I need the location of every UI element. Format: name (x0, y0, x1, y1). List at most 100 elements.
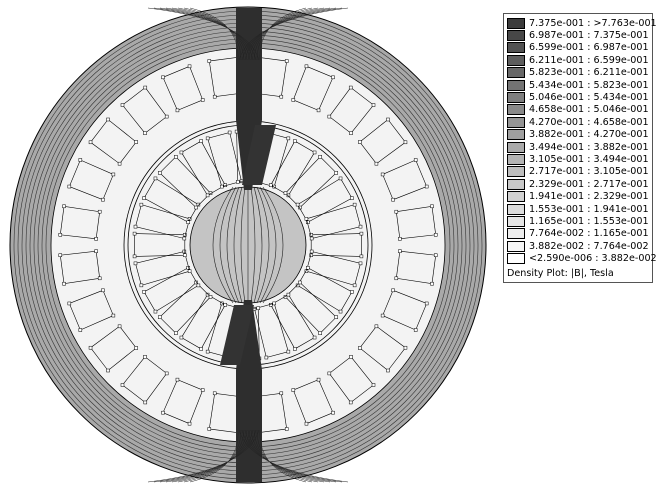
flux-line (238, 7, 349, 61)
legend-label: <2.590e-006 : 3.882e-002 (529, 253, 657, 265)
node (403, 140, 408, 145)
legend-caption: Density Plot: |B|, Tesla (507, 267, 614, 279)
legend-label: 7.375e-001 : >7.763e-001 (529, 17, 657, 29)
node (424, 184, 429, 189)
node (338, 309, 343, 314)
node (239, 179, 244, 184)
legend-entry: 4.270e-001 : 4.658e-001 (507, 116, 652, 128)
node (348, 400, 353, 405)
node (279, 391, 284, 396)
node (391, 197, 395, 202)
node (58, 233, 63, 237)
node (78, 158, 83, 162)
node (286, 292, 291, 297)
legend-entry: 2.717e-001 : 3.105e-001 (507, 166, 652, 178)
node (220, 184, 224, 189)
legend-label: 7.764e-002 : 1.165e-001 (529, 228, 649, 240)
legend-swatch (507, 141, 525, 153)
flux-line (147, 429, 260, 483)
node (133, 261, 138, 266)
legend-entry: <2.590e-006 : 3.882e-002 (507, 252, 657, 265)
flux-line (238, 429, 349, 483)
density-plot (9, 6, 487, 484)
node (413, 328, 418, 332)
node (134, 346, 138, 350)
node (403, 345, 408, 350)
legend-entry: 3.882e-002 : 7.764e-002 (507, 240, 652, 252)
node (272, 301, 276, 306)
node (286, 136, 291, 141)
legend-entry: 5.046e-001 : 5.434e-001 (507, 91, 652, 104)
legend-entry: 6.599e-001 : 6.987e-001 (507, 42, 652, 54)
node (349, 131, 353, 135)
node (120, 383, 125, 387)
node (227, 130, 232, 135)
legend-label: 6.211e-001 : 6.599e-001 (529, 54, 649, 66)
node (350, 290, 354, 294)
node (157, 315, 162, 319)
legend-label: 4.270e-001 : 4.658e-001 (529, 116, 649, 128)
legend-entry: 5.823e-001 : 6.211e-001 (507, 67, 652, 79)
contour (219, 186, 237, 304)
legend-entry: 5.434e-001 : 5.823e-001 (507, 79, 652, 91)
node (358, 346, 362, 350)
node (120, 103, 125, 107)
node (358, 224, 363, 229)
contour (262, 186, 284, 304)
node (111, 172, 116, 177)
legend-entry: 6.211e-001 : 6.599e-001 (507, 54, 652, 66)
node (143, 85, 148, 90)
legend-swatch (507, 166, 525, 178)
node (348, 85, 353, 90)
legend-entry: 6.987e-001 : 7.375e-001 (507, 29, 652, 42)
legend-swatch (507, 228, 525, 240)
node (133, 224, 138, 229)
legend-swatch (507, 92, 525, 104)
node (394, 276, 399, 281)
legend-label: 3.882e-002 : 7.764e-002 (529, 240, 649, 252)
node (139, 283, 144, 288)
node (174, 331, 178, 336)
node (67, 184, 72, 189)
legend-swatch (507, 191, 525, 203)
node (157, 171, 162, 175)
node (132, 231, 137, 236)
node (349, 355, 353, 359)
node (199, 347, 203, 351)
node (142, 290, 146, 294)
legend-swatch (507, 17, 525, 29)
contour (253, 186, 263, 304)
legend-label: 5.823e-001 : 6.211e-001 (529, 67, 649, 79)
node (117, 324, 122, 329)
node (62, 281, 66, 286)
node (380, 313, 385, 318)
node (252, 306, 257, 311)
node (269, 183, 273, 187)
legend-entry: 1.941e-001 : 2.329e-001 (507, 190, 652, 203)
legend-label: 2.717e-001 : 3.105e-001 (529, 166, 649, 178)
node (179, 335, 184, 340)
node (264, 355, 269, 360)
node (371, 383, 376, 387)
node (164, 114, 169, 119)
node (430, 204, 434, 209)
node (58, 253, 63, 257)
node (205, 292, 210, 297)
legend-entry: 7.375e-001 : >7.763e-001 (507, 17, 657, 29)
legend-entry: 2.329e-001 : 2.717e-001 (507, 178, 652, 190)
legend-swatch (507, 104, 525, 116)
node (380, 172, 385, 177)
node (88, 345, 93, 350)
legend-swatch (507, 42, 525, 54)
node (194, 205, 198, 210)
contour (259, 186, 277, 304)
legend-label: 3.882e-001 : 4.270e-001 (529, 129, 649, 141)
node (187, 64, 192, 69)
node (161, 75, 165, 80)
contour (212, 186, 234, 304)
node (106, 368, 110, 373)
node (143, 355, 147, 359)
node (161, 410, 165, 415)
legend-rows: 7.375e-001 : >7.763e-001 6.987e-001 : 7.3… (507, 17, 657, 265)
legend-entry: 1.553e-001 : 1.941e-001 (507, 203, 652, 215)
